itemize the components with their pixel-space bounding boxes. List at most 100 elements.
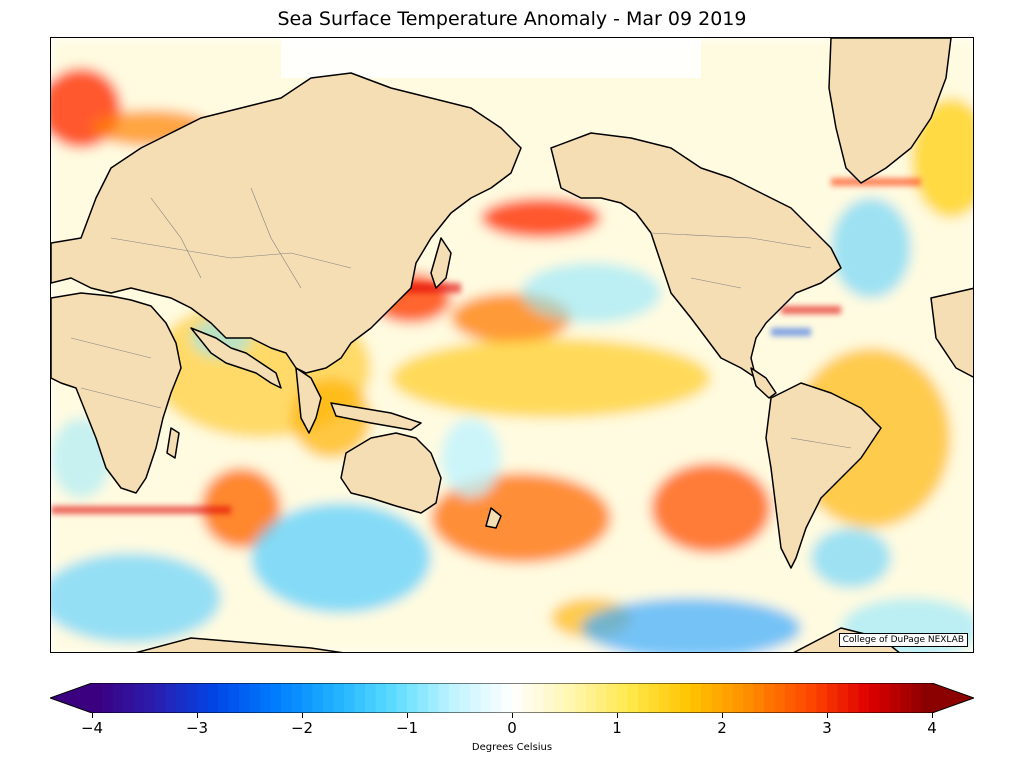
colorbar-cell	[743, 683, 755, 713]
colorbar-tick-label: −4	[80, 719, 104, 737]
colorbar-cell	[575, 683, 587, 713]
colorbar-cell	[218, 683, 230, 713]
colorbar-cell	[155, 683, 167, 713]
colorbar-cell	[722, 683, 734, 713]
colorbar-cell	[344, 683, 356, 713]
colorbar-cell	[648, 683, 660, 713]
colorbar-cell	[806, 683, 818, 713]
colorbar-tick-mark	[616, 713, 618, 718]
sst-anomaly-map: College of DuPage NEXLAB	[50, 37, 974, 653]
colorbar-tick-mark	[931, 713, 933, 718]
arctic-ice	[281, 38, 701, 78]
colorbar-cell	[291, 683, 303, 713]
colorbar-cell	[260, 683, 272, 713]
colorbar-cell	[764, 683, 776, 713]
colorbar-cell	[890, 683, 902, 713]
colorbar-cell	[638, 683, 650, 713]
anomaly-streaks	[51, 178, 921, 514]
colorbar-cell	[459, 683, 471, 713]
colorbar-cell	[165, 683, 177, 713]
map-canvas	[51, 38, 973, 652]
colorbar-cell	[113, 683, 125, 713]
colorbar-cell	[501, 683, 513, 713]
colorbar-cell	[585, 683, 597, 713]
colorbar-cell	[827, 683, 839, 713]
colorbar-cell	[785, 683, 797, 713]
colorbar-cell	[911, 683, 923, 713]
colorbar-cell	[606, 683, 618, 713]
colorbar-cell	[596, 683, 608, 713]
colorbar-cell	[522, 683, 534, 713]
colorbar-units-label: Degrees Celsius	[471, 742, 553, 753]
colorbar-cell	[270, 683, 282, 713]
colorbar-cell	[207, 683, 219, 713]
colorbar-cell	[554, 683, 566, 713]
colorbar-cell	[102, 683, 114, 713]
colorbar-cell	[396, 683, 408, 713]
colorbar-cell	[690, 683, 702, 713]
colorbar-cell	[144, 683, 156, 713]
colorbar-cell	[417, 683, 429, 713]
colorbar-tick-mark	[91, 713, 93, 718]
colorbar-cell	[879, 683, 891, 713]
colorbar-cell	[123, 683, 135, 713]
colorbar-cell	[837, 683, 849, 713]
colorbar-tick-label: 4	[927, 719, 937, 737]
colorbar-cell	[753, 683, 765, 713]
colorbar-cell	[197, 683, 209, 713]
colorbar-cell	[239, 683, 251, 713]
colorbar-cell	[333, 683, 345, 713]
colorbar-cell	[407, 683, 419, 713]
colorbar-cell	[386, 683, 398, 713]
colorbar-cell	[669, 683, 681, 713]
colorbar	[50, 683, 974, 713]
colorbar-cell	[480, 683, 492, 713]
colorbar-tick-label: −2	[290, 719, 314, 737]
colorbar-cell	[176, 683, 188, 713]
colorbar-cell	[627, 683, 639, 713]
colorbar-cell	[491, 683, 503, 713]
map-title: Sea Surface Temperature Anomaly - Mar 09…	[277, 8, 747, 30]
colorbar-cell	[564, 683, 576, 713]
colorbar-cell	[701, 683, 713, 713]
landmasses	[51, 38, 973, 652]
colorbar-cell	[858, 683, 870, 713]
colorbar-cell	[816, 683, 828, 713]
colorbar-cell	[774, 683, 786, 713]
colorbar-cell	[438, 683, 450, 713]
colorbar-tick-mark	[826, 713, 828, 718]
colorbar-cell	[711, 683, 723, 713]
colorbar-cell	[470, 683, 482, 713]
colorbar-cell	[186, 683, 198, 713]
colorbar-max-extend-arrow	[932, 683, 974, 713]
colorbar-cell	[312, 683, 324, 713]
colorbar-cell	[617, 683, 629, 713]
colorbar-cell	[375, 683, 387, 713]
colorbar-tick-label: 2	[717, 719, 727, 737]
credit-label: College of DuPage NEXLAB	[838, 633, 968, 647]
colorbar-cell	[281, 683, 293, 713]
colorbar-tick-mark	[196, 713, 198, 718]
colorbar-cell	[92, 683, 104, 713]
colorbar-cell	[323, 683, 335, 713]
country-borders	[70, 187, 852, 449]
colorbar-cell	[228, 683, 240, 713]
colorbar-cell	[512, 683, 524, 713]
colorbar-cell	[533, 683, 545, 713]
colorbar-cell	[428, 683, 440, 713]
colorbar-cell	[302, 683, 314, 713]
colorbar-cell	[680, 683, 692, 713]
colorbar-cell	[134, 683, 146, 713]
colorbar-cell	[795, 683, 807, 713]
colorbar-tick-label: 3	[822, 719, 832, 737]
colorbar-cell	[543, 683, 555, 713]
colorbar-cell	[659, 683, 671, 713]
colorbar-cell	[732, 683, 744, 713]
colorbar-cell	[900, 683, 912, 713]
colorbar-cell	[869, 683, 881, 713]
colorbar-tick-mark	[511, 713, 513, 718]
colorbar-cell	[921, 683, 933, 713]
colorbar-cell	[848, 683, 860, 713]
colorbar-tick-mark	[301, 713, 303, 718]
colorbar-cell	[449, 683, 461, 713]
